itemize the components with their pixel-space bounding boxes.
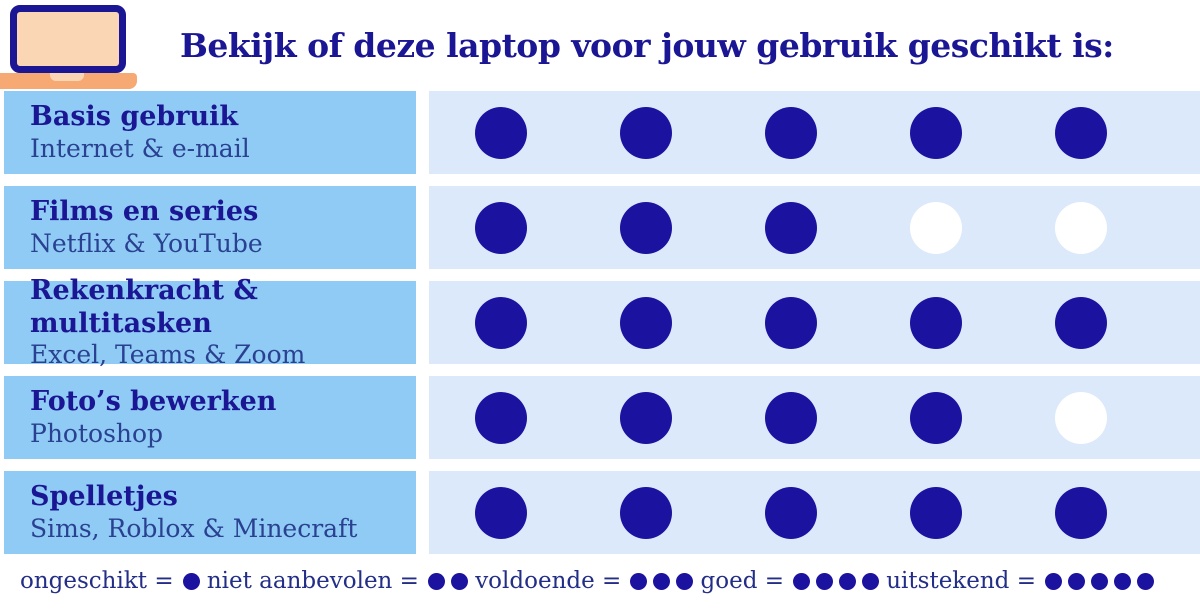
row-title: Basis gebruik	[30, 101, 239, 133]
rating-dot-filled	[910, 296, 962, 349]
rating-dot-empty	[1055, 201, 1107, 254]
rating-dot-filled	[475, 106, 527, 159]
rating-dot-filled	[910, 106, 962, 159]
legend-label: ongeschikt =	[20, 568, 174, 594]
legend-item: voldoende =	[475, 568, 699, 594]
rating-dot-filled	[475, 201, 527, 254]
row-label: Basis gebruik Internet & e-mail	[4, 91, 416, 174]
row-subtitle: Sims, Roblox & Minecraft	[30, 513, 358, 543]
legend-item: uitstekend =	[886, 568, 1160, 594]
rating-dot-filled	[765, 296, 817, 349]
table-row: Basis gebruik Internet & e-mail	[0, 91, 1200, 174]
rating-dot-filled	[620, 486, 672, 539]
table-row: Films en series Netflix & YouTube	[0, 186, 1200, 269]
rating-dot-filled	[765, 486, 817, 539]
laptop-base	[0, 73, 137, 89]
legend-dot	[676, 572, 694, 590]
rating-dot-filled	[765, 201, 817, 254]
legend-item: goed =	[701, 568, 886, 594]
row-subtitle: Netflix & YouTube	[30, 228, 263, 258]
rating-dot-filled	[910, 486, 962, 539]
legend-dot	[839, 572, 857, 590]
rating-dot-filled	[1055, 296, 1107, 349]
row-title: Spelletjes	[30, 481, 178, 513]
table-row: Foto’s bewerken Photoshop	[0, 376, 1200, 459]
legend-dot	[793, 572, 811, 590]
row-subtitle: Internet & e-mail	[30, 133, 250, 163]
rating-dot-filled	[475, 391, 527, 444]
laptop-icon	[0, 5, 140, 90]
rating-dot-filled	[620, 296, 672, 349]
row-title: Films en series	[30, 196, 259, 228]
row-dots	[429, 471, 1200, 554]
header: Bekijk of deze laptop voor jouw gebruik …	[0, 0, 1200, 91]
row-dots	[429, 91, 1200, 174]
rating-dot-filled	[1055, 486, 1107, 539]
rating-dot-filled	[620, 106, 672, 159]
legend: ongeschikt = niet aanbevolen = voldoende =…	[0, 555, 1200, 613]
legend-dot	[1113, 572, 1131, 590]
legend-label: goed =	[700, 568, 785, 594]
legend-dot	[1136, 572, 1154, 590]
legend-dot	[630, 572, 648, 590]
rating-dot-filled	[620, 201, 672, 254]
row-label: Films en series Netflix & YouTube	[4, 186, 416, 269]
rating-dot-filled	[620, 391, 672, 444]
legend-label: voldoende =	[475, 568, 622, 594]
legend-dot	[427, 572, 445, 590]
table-row: Rekenkracht & multitasken Excel, Teams & …	[0, 275, 1200, 369]
legend-dot	[862, 572, 880, 590]
row-label: Spelletjes Sims, Roblox & Minecraft	[4, 471, 416, 554]
rating-dot-filled	[910, 391, 962, 444]
legend-dot	[450, 572, 468, 590]
rating-dot-filled	[475, 486, 527, 539]
legend-dot	[816, 572, 834, 590]
legend-item: ongeschikt =	[20, 568, 206, 594]
row-dots	[429, 376, 1200, 459]
row-dots	[429, 186, 1200, 269]
row-title: Foto’s bewerken	[30, 386, 277, 418]
row-subtitle: Photoshop	[30, 418, 164, 448]
rating-dot-filled	[765, 391, 817, 444]
row-label: Foto’s bewerken Photoshop	[4, 376, 416, 459]
legend-dot	[1067, 572, 1085, 590]
table-row: Spelletjes Sims, Roblox & Minecraft	[0, 471, 1200, 554]
row-label: Rekenkracht & multitasken Excel, Teams & …	[4, 275, 416, 369]
legend-item: niet aanbevolen =	[207, 568, 474, 594]
rating-dot-filled	[765, 106, 817, 159]
row-dots	[429, 281, 1200, 364]
row-subtitle: Excel, Teams & Zoom	[30, 339, 306, 369]
page-title: Bekijk of deze laptop voor jouw gebruik …	[180, 26, 1114, 65]
ratings-table: Basis gebruik Internet & e-mail Films en s…	[0, 91, 1200, 566]
legend-dot	[653, 572, 671, 590]
legend-dot	[1044, 572, 1062, 590]
rating-dot-empty	[1055, 391, 1107, 444]
legend-dot	[1090, 572, 1108, 590]
laptop-screen	[10, 5, 126, 73]
rating-dot-empty	[910, 201, 962, 254]
rating-dot-filled	[475, 296, 527, 349]
row-title: Rekenkracht & multitasken	[30, 275, 258, 339]
legend-label: uitstekend =	[886, 568, 1036, 594]
rating-dot-filled	[1055, 106, 1107, 159]
legend-label: niet aanbevolen =	[206, 568, 419, 594]
laptop-notch	[50, 73, 84, 81]
legend-dot	[182, 572, 200, 590]
